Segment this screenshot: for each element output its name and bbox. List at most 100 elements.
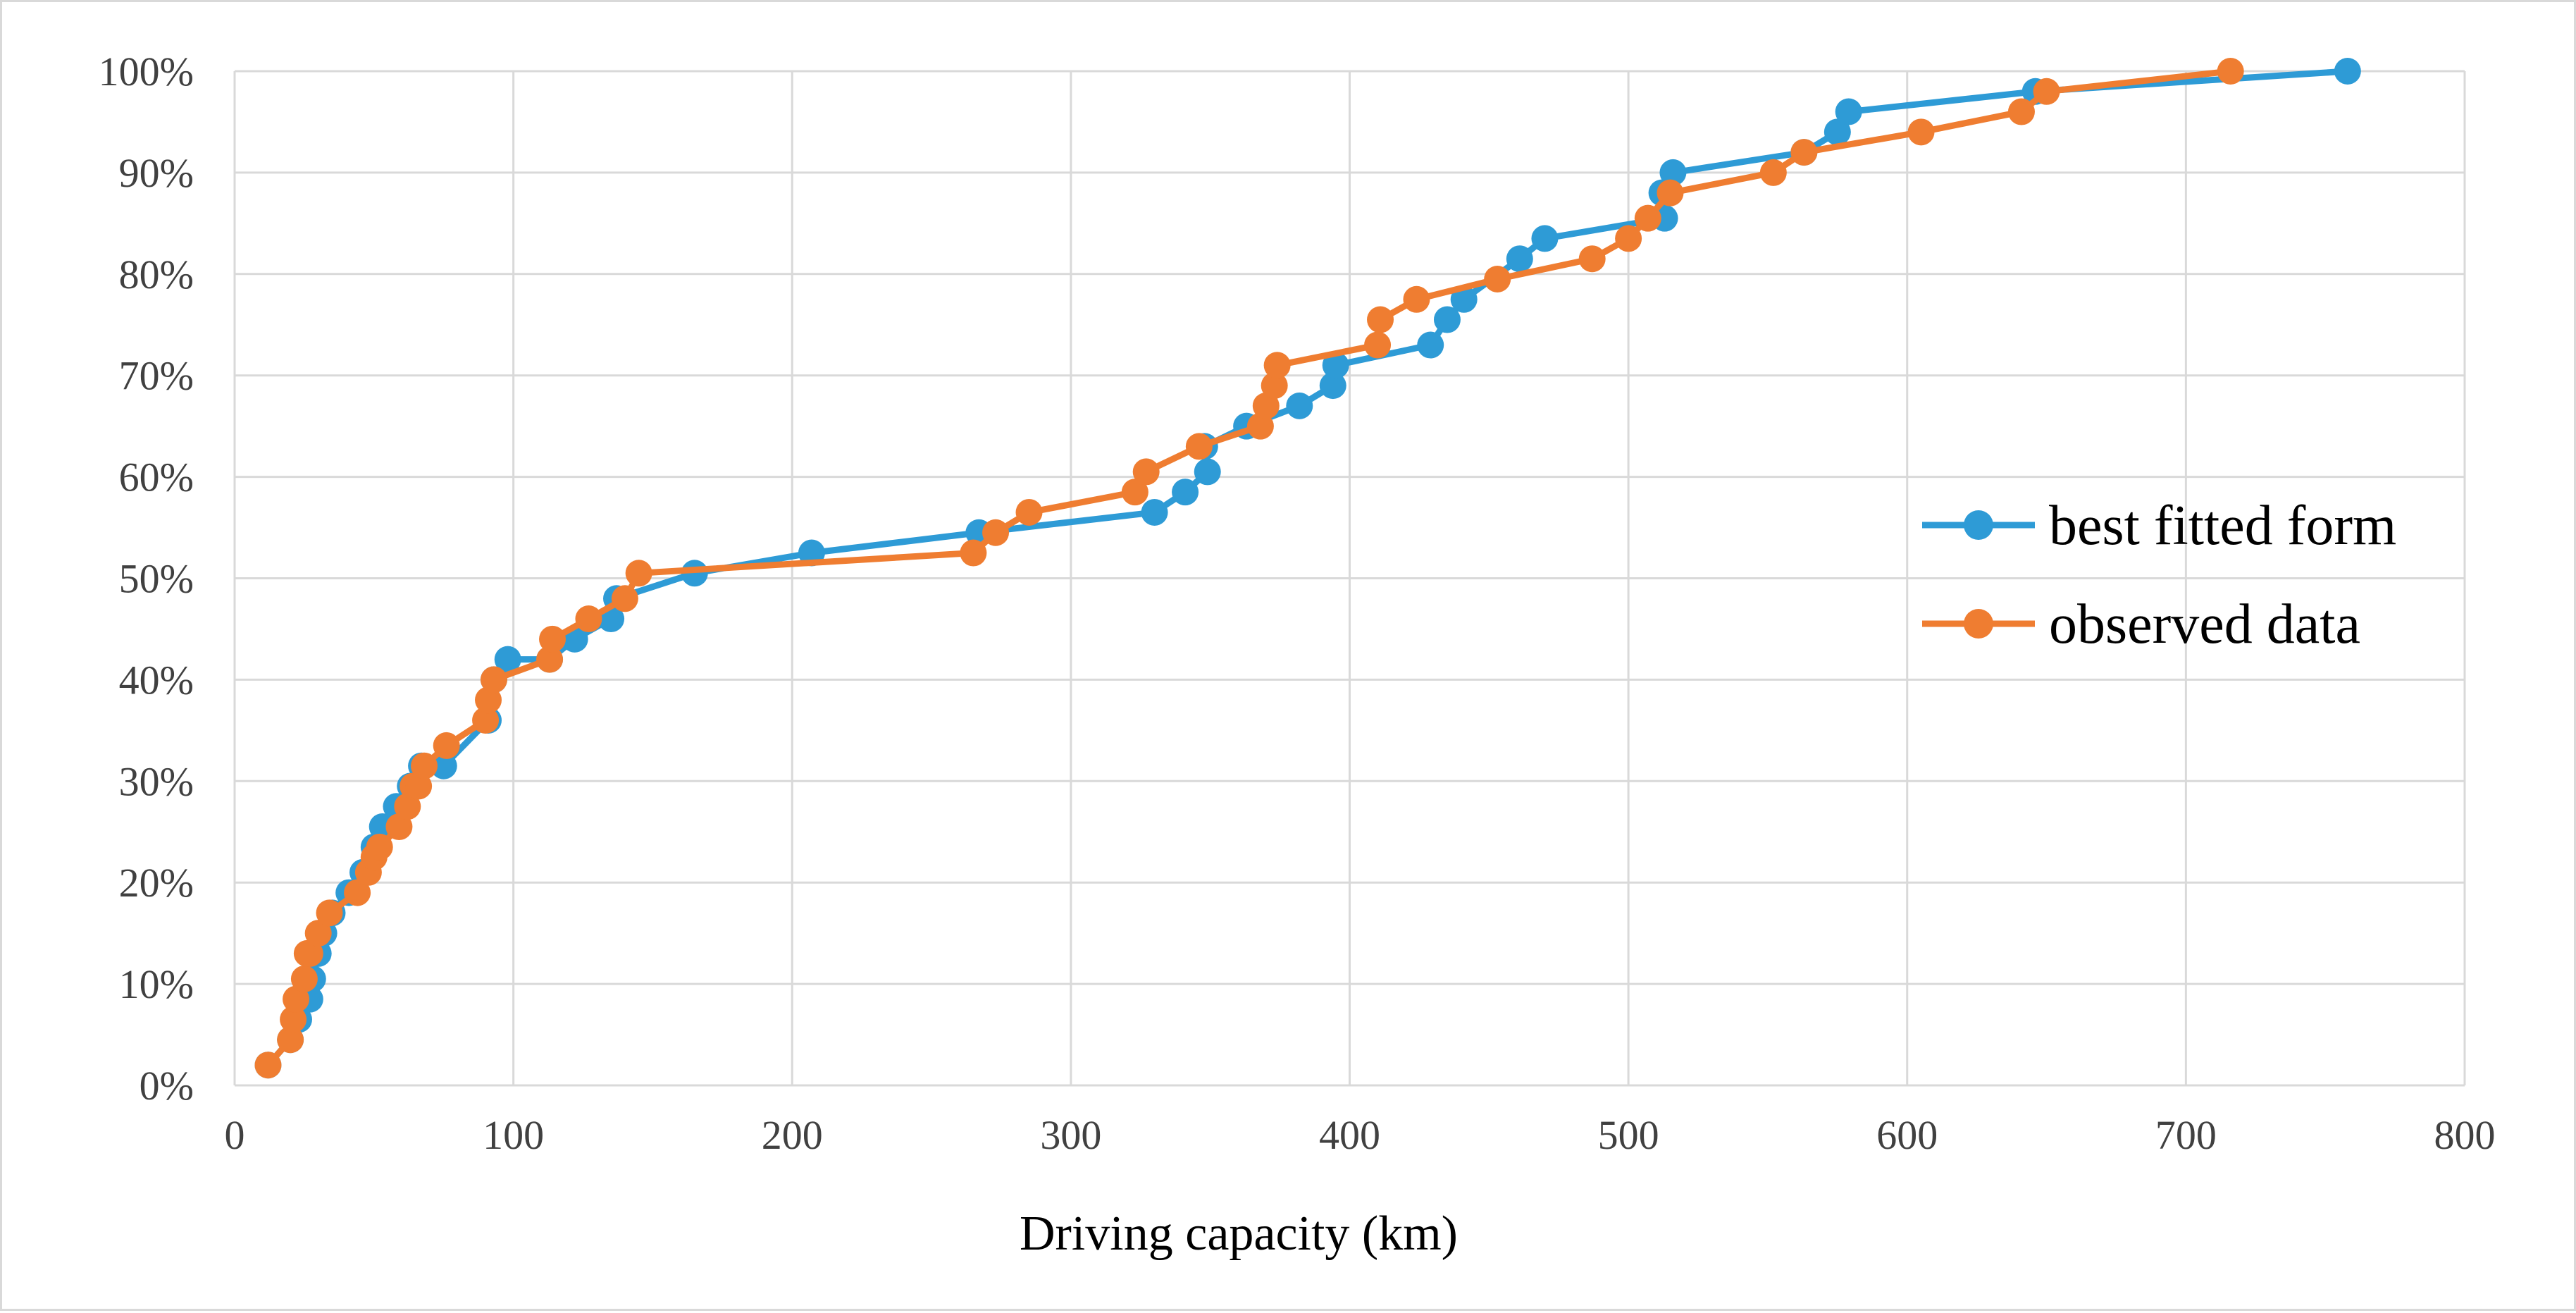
data-point-observed-data [1657,179,1684,206]
data-point-best-fitted-form [1286,392,1313,419]
series-observed-data [254,58,2244,1079]
data-point-best-fitted-form [1319,372,1346,400]
data-point-best-fitted-form [494,646,521,673]
data-point-observed-data [1185,433,1213,460]
x-axis-tick-labels: 0 100 200 300 400 500 600 700 800 [225,1112,2496,1158]
x-tick-label: 0 [225,1112,245,1158]
data-point-observed-data [575,605,602,633]
x-tick-label: 500 [1598,1112,1659,1158]
series-layer [254,58,2361,1079]
data-point-observed-data [1578,245,1606,273]
x-tick-label: 600 [1876,1112,1938,1158]
data-point-observed-data [1263,352,1291,379]
data-point-observed-data [405,772,433,800]
data-point-best-fitted-form [1417,331,1444,359]
data-point-observed-data [344,879,371,906]
data-point-observed-data [960,539,987,567]
y-tick-label: 90% [119,150,194,196]
x-tick-label: 400 [1319,1112,1380,1158]
data-point-observed-data [1790,139,1818,166]
data-point-observed-data [1261,372,1288,400]
legend-swatch-marker-observed-data [1964,609,1993,639]
data-point-best-fitted-form [1531,225,1559,252]
data-point-observed-data [277,1026,304,1054]
y-tick-label: 20% [119,860,194,906]
data-point-best-fitted-form [1450,285,1478,313]
data-point-observed-data [304,920,332,947]
data-point-observed-data [2033,78,2060,105]
data-point-observed-data [254,1052,282,1079]
y-tick-label: 40% [119,657,194,703]
x-tick-label: 700 [2155,1112,2217,1158]
data-point-best-fitted-form [430,752,457,779]
legend: best fitted form observed data [1922,495,2396,655]
data-point-best-fitted-form [1322,352,1349,379]
data-point-best-fitted-form [1823,118,1851,146]
data-point-best-fitted-form [1506,245,1533,273]
data-point-observed-data [1634,204,1661,232]
data-point-observed-data [1015,498,1043,526]
data-point-observed-data [433,732,460,759]
data-point-observed-data [611,585,638,612]
data-point-observed-data [366,833,393,861]
data-point-observed-data [283,985,310,1013]
data-point-observed-data [1246,412,1274,440]
series-line-observed-data [266,68,2231,1068]
data-point-observed-data [625,560,652,587]
x-tick-label: 800 [2434,1112,2496,1158]
gridlines [233,70,2466,1087]
data-point-best-fitted-form [1141,498,1168,526]
y-tick-label: 30% [119,758,194,804]
data-point-observed-data [982,519,1010,546]
legend-label-observed-data: observed data [2049,593,2360,655]
data-point-observed-data [316,899,343,927]
data-point-observed-data [385,813,413,841]
data-point-best-fitted-form [1433,306,1461,333]
data-point-observed-data [539,625,566,653]
data-point-observed-data [394,793,421,820]
data-point-best-fitted-form [1172,479,1199,506]
data-point-observed-data [2007,98,2035,125]
y-tick-label: 70% [119,353,194,399]
data-point-best-fitted-form [1835,98,1862,125]
data-point-observed-data [475,686,502,714]
data-point-observed-data [480,666,507,694]
data-point-observed-data [1367,306,1394,333]
data-point-best-fitted-form [2334,58,2361,85]
legend-label-best-fitted-form: best fitted form [2049,495,2396,557]
data-point-observed-data [1759,159,1787,186]
data-point-observed-data [536,646,564,673]
x-tick-label: 200 [762,1112,823,1158]
data-point-observed-data [1484,265,1511,292]
data-point-observed-data [290,965,318,992]
y-tick-label: 50% [119,556,194,602]
y-tick-label: 0% [140,1063,194,1109]
data-point-observed-data [280,1006,307,1033]
data-point-observed-data [411,752,438,779]
series-best-fitted-form [254,58,2361,1079]
data-point-observed-data [1132,458,1160,486]
series-line-best-fitted-form [266,68,2348,1068]
y-tick-label: 80% [119,252,194,297]
data-point-observed-data [1615,225,1642,252]
legend-swatch-marker-best-fitted-form [1964,510,1993,540]
data-point-observed-data [296,939,323,967]
data-point-best-fitted-form [1194,458,1221,486]
data-point-observed-data [1121,479,1148,506]
data-point-observed-data [472,706,500,734]
x-tick-label: 300 [1040,1112,1101,1158]
x-tick-label: 100 [483,1112,544,1158]
data-point-observed-data [1907,118,1935,146]
y-tick-label: 10% [119,961,194,1007]
data-point-observed-data [1403,285,1430,313]
data-point-observed-data [1364,331,1392,359]
data-point-observed-data [1252,392,1280,419]
y-tick-label: 60% [119,455,194,500]
y-tick-label: 100% [99,49,194,94]
data-point-best-fitted-form [1659,159,1687,186]
y-axis-tick-labels: 0% 10% 20% 30% 40% 50% 60% 70% 80% 90% 100% [99,49,194,1109]
data-point-observed-data [2217,58,2244,85]
x-axis-title: Driving capacity (km) [1020,1207,1458,1261]
